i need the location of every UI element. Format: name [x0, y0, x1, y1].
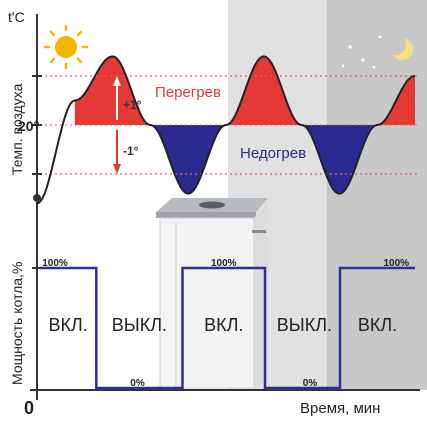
percent-label: 0% [130, 378, 145, 389]
star-icon [341, 35, 382, 69]
minus-delta-label: -1° [123, 144, 139, 158]
percent-labels: 100% 0% 100% 0% 100% [42, 258, 409, 389]
axis-divider-dot [33, 194, 41, 202]
state-label: ВКЛ. [48, 315, 87, 335]
night-band [327, 0, 427, 390]
percent-label: 100% [211, 258, 237, 269]
origin-label: 0 [24, 398, 34, 418]
overheat-label: Перегрев [155, 84, 221, 101]
state-labels: ВКЛ. ВЫКЛ. ВКЛ. ВЫКЛ. ВКЛ. [48, 315, 397, 335]
percent-label: 0% [303, 378, 318, 389]
moon-icon [386, 35, 413, 60]
state-label: ВЫКЛ. [277, 315, 332, 335]
underheat-fill [152, 125, 378, 194]
reference-lines [40, 75, 420, 175]
state-label: ВКЛ. [204, 315, 243, 335]
minus-arrowhead [113, 164, 121, 174]
state-label: ВЫКЛ. [112, 315, 167, 335]
state-label: ВКЛ. [358, 315, 397, 335]
power-series-line [40, 266, 415, 390]
boiler-illustration [156, 198, 268, 389]
x-axis-label: Время, мин [300, 400, 380, 417]
power-axis-label: Мощность котла,% [9, 262, 25, 385]
temperature-series-line [36, 55, 416, 205]
temp-axis-label: Темп. воздуха [9, 83, 25, 175]
percent-label: 100% [384, 258, 410, 269]
temp-reference-label: 20° [18, 118, 39, 134]
sun-icon [43, 24, 89, 70]
plus-delta-label: +1° [123, 98, 142, 112]
percent-label: 100% [42, 258, 68, 269]
underheat-label: Недогрев [240, 145, 306, 162]
temp-unit-label: t'C [8, 9, 25, 25]
plus-arrowhead [113, 76, 121, 86]
